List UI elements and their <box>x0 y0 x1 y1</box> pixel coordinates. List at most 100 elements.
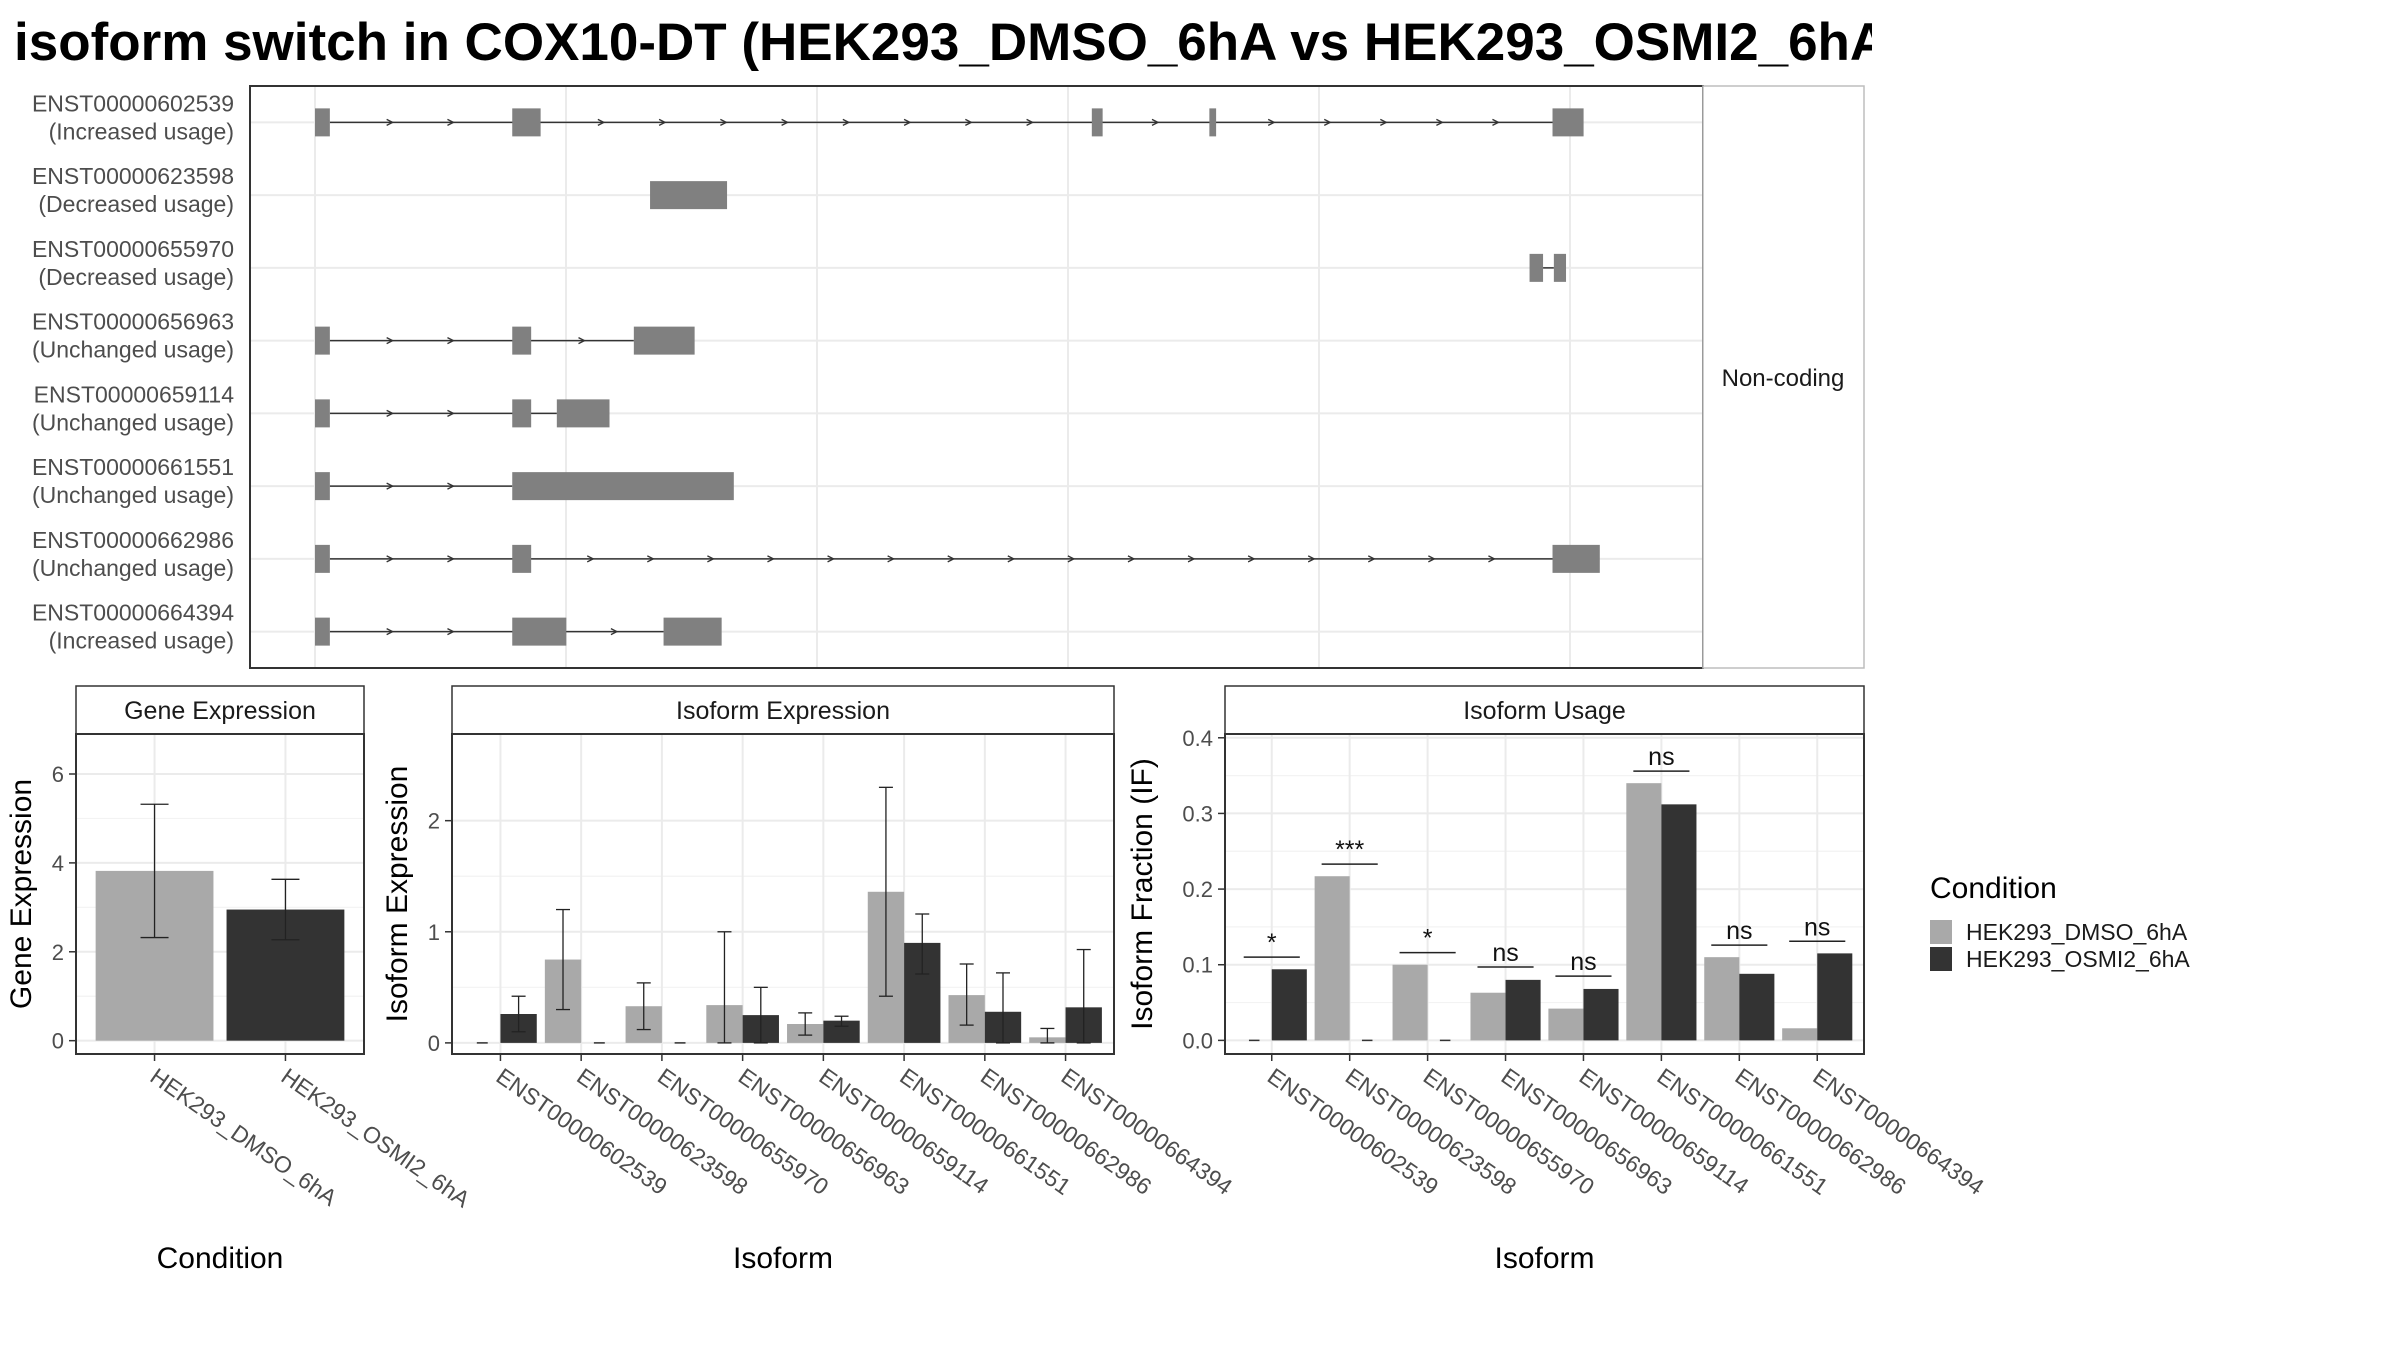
panel-strip-label: Gene Expression <box>124 697 316 725</box>
significance-label: ns <box>1804 913 1830 941</box>
intron-arrow <box>386 482 395 490</box>
intron-arrow <box>586 555 595 563</box>
bar <box>1548 1008 1584 1041</box>
isoform-usage-label: (Unchanged usage) <box>32 555 234 581</box>
exon-block <box>315 399 330 428</box>
panel-strip <box>451 685 1115 735</box>
exon-block <box>315 544 330 573</box>
panel-border <box>451 733 1115 1055</box>
y-tick-label: 4 <box>52 851 64 876</box>
bar <box>823 1020 860 1043</box>
intron-arrow <box>447 409 455 417</box>
isoform-id-label: ENST00000655970 <box>32 236 234 262</box>
exon-block <box>1553 253 1567 282</box>
intron-arrow <box>842 118 851 126</box>
bar <box>1782 1028 1818 1041</box>
bar <box>1392 964 1428 1041</box>
isoform-usage-label: (Decreased usage) <box>38 264 234 290</box>
exon-block <box>556 399 610 428</box>
exon-block <box>633 326 695 355</box>
y-tick-label: 0.2 <box>1182 877 1213 902</box>
exon-block <box>663 617 722 646</box>
y-axis-title: Gene Expression <box>5 779 38 1009</box>
exon-block <box>315 472 330 501</box>
exon-block <box>1529 253 1544 282</box>
intron-arrow <box>386 628 395 636</box>
x-axis-title: Condition <box>157 1242 284 1275</box>
exon-block <box>512 399 532 428</box>
intron-arrow <box>447 118 455 126</box>
intron-arrow <box>658 118 667 126</box>
non-coding-strip <box>1702 85 1865 669</box>
intron-arrow <box>707 555 715 563</box>
panel-border <box>75 733 365 1055</box>
intron-arrow <box>1026 118 1035 126</box>
intron-arrow <box>903 118 912 126</box>
exon-block <box>512 617 567 646</box>
intron-arrow <box>1380 118 1388 126</box>
intron-arrow <box>578 337 586 345</box>
significance-label: * <box>1423 925 1433 953</box>
intron-arrow <box>447 337 455 345</box>
intron-arrow <box>1187 555 1196 563</box>
isoform-id-label: ENST00000656963 <box>32 309 234 335</box>
isoform-id-label: ENST00000662986 <box>32 527 234 553</box>
isoform-usage-label: (Unchanged usage) <box>32 337 234 363</box>
isoform-usage-label: (Increased usage) <box>49 118 234 144</box>
non-coding-strip-label: Non-coding <box>1722 365 1845 392</box>
exon-block <box>512 326 532 355</box>
intron-arrow <box>447 628 455 636</box>
panel-strip <box>1224 685 1865 735</box>
intron-arrow <box>597 118 606 126</box>
intron-arrow <box>1007 555 1016 563</box>
isoform-usage-label: (Unchanged usage) <box>32 409 234 435</box>
intron-arrow <box>386 337 395 345</box>
intron-arrow <box>1488 555 1496 563</box>
gene-structure-background <box>250 86 1703 668</box>
y-tick-label: 0.0 <box>1182 1028 1213 1053</box>
exon-block <box>512 544 532 573</box>
panel-strip-label: Isoform Expression <box>676 697 890 725</box>
y-tick-label: 0.3 <box>1182 801 1213 826</box>
significance-label: ns <box>1648 743 1674 771</box>
y-tick-label: 0 <box>52 1029 64 1054</box>
legend-entry-label: HEK293_DMSO_6hA <box>1966 919 2188 945</box>
y-tick-label: 2 <box>428 809 440 834</box>
bar <box>1314 876 1350 1041</box>
panel-strip-label: Isoform Usage <box>1463 697 1626 725</box>
intron-arrow <box>1247 555 1256 563</box>
intron-arrow <box>647 555 655 563</box>
isoform-usage-label: (Decreased usage) <box>38 191 234 217</box>
isoform-id-label: ENST00000602539 <box>32 90 234 116</box>
intron-arrow <box>1127 555 1136 563</box>
isoform-usage-label: (Increased usage) <box>49 628 234 654</box>
significance-label: ns <box>1570 948 1596 976</box>
exon-block <box>1091 108 1103 137</box>
y-tick-label: 0 <box>428 1031 440 1056</box>
bar <box>1470 992 1506 1041</box>
y-tick-label: 2 <box>52 940 64 965</box>
intron-arrow <box>610 628 619 636</box>
intron-arrow <box>1428 555 1436 563</box>
intron-arrow <box>386 409 395 417</box>
intron-arrow <box>386 555 395 563</box>
figure-title: isoform switch in COX10-DT (HEK293_DMSO_… <box>14 13 1906 72</box>
panel-border <box>1224 733 1865 1055</box>
intron-arrow <box>887 555 896 563</box>
intron-arrow <box>781 118 790 126</box>
y-tick-label: 6 <box>52 762 64 787</box>
significance-label: *** <box>1335 836 1364 864</box>
bar <box>1626 783 1662 1041</box>
bar <box>1661 804 1697 1041</box>
intron-arrow <box>1323 118 1332 126</box>
exon-block <box>1209 108 1217 137</box>
intron-arrow <box>447 555 455 563</box>
gene-structure-panel: ENST00000602539(Increased usage)ENST0000… <box>32 85 1865 669</box>
y-axis-title: Isoform Expression <box>381 766 414 1023</box>
legend-swatch <box>1930 947 1952 971</box>
exon-block <box>315 617 330 646</box>
bar <box>1271 969 1307 1041</box>
